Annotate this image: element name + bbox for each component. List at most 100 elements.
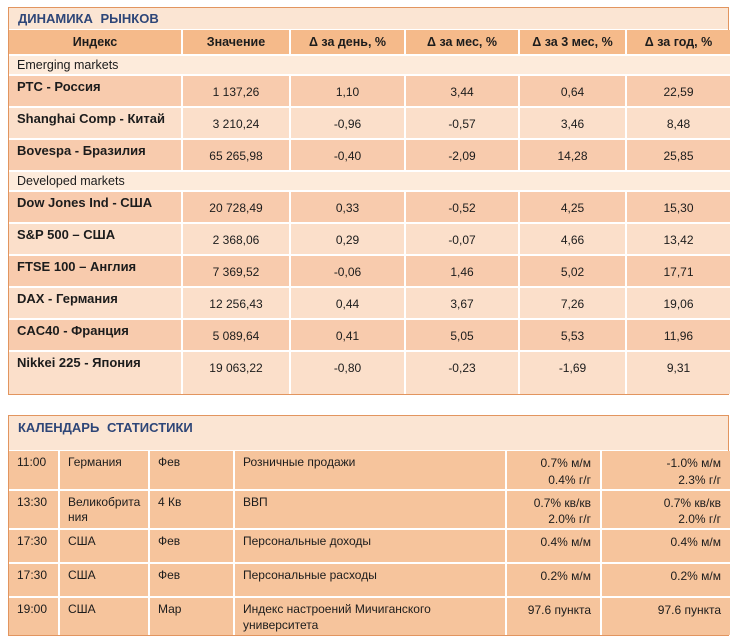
index-value-cell: 3,44 — [405, 75, 520, 108]
index-value-cell: -0,52 — [405, 191, 520, 224]
column-header-value: Значение — [182, 30, 291, 56]
country-cell: США — [59, 529, 150, 565]
index-value-cell: 19 063,22 — [182, 351, 291, 394]
time-cell: 13:30 — [9, 489, 60, 531]
calendar-row: 17:30 США Фев Персональные доходы 0.4% м/м 0.… — [9, 529, 730, 565]
index-value-cell: 13,42 — [626, 223, 730, 256]
index-value-cell: 5,05 — [405, 319, 520, 352]
market-dynamics-section: ДИНАМИКА РЫНКОВ Индекс Значение Δ за ден… — [8, 7, 730, 395]
index-value-cell: 22,59 — [626, 75, 730, 108]
previous-cell: 97.6 пункта — [601, 597, 730, 636]
index-value-cell: 5,53 — [519, 319, 627, 352]
index-value-cell: 25,85 — [626, 139, 730, 172]
previous-cell: -1.0% м/м 2.3% г/г — [601, 451, 730, 491]
column-header-delta-month: Δ за мес, % — [405, 30, 520, 56]
forecast-cell: 0.4% м/м — [506, 529, 602, 565]
index-value-cell: 15,30 — [626, 191, 730, 224]
index-value-cell: 0,29 — [290, 223, 406, 256]
country-cell: США — [59, 597, 150, 636]
index-value-cell: -0,40 — [290, 139, 406, 172]
column-header-delta-3month: Δ за 3 мес, % — [519, 30, 627, 56]
index-value-cell: 0,33 — [290, 191, 406, 224]
index-value-cell: 0,44 — [290, 287, 406, 320]
forecast-cell: 0.7% кв/кв 2.0% г/г — [506, 489, 602, 531]
index-value-cell: 65 265,98 — [182, 139, 291, 172]
index-value-cell: 2 368,06 — [182, 223, 291, 256]
index-value-cell: -1,69 — [519, 351, 627, 394]
index-value-cell: 1,10 — [290, 75, 406, 108]
market-dynamics-title: ДИНАМИКА РЫНКОВ — [9, 8, 728, 30]
index-name-cell: Nikkei 225 - Япония — [9, 351, 183, 394]
country-cell: США — [59, 563, 150, 599]
market-table-header: Индекс Значение Δ за день, % Δ за мес, %… — [9, 30, 730, 56]
header-row: Индекс Значение Δ за день, % Δ за мес, %… — [9, 30, 730, 56]
market-data-row: Nikkei 225 - Япония 19 063,22 -0,80 -0,23 -1… — [9, 351, 730, 394]
index-value-cell: 5,02 — [519, 255, 627, 288]
forecast-cell: 0.2% м/м — [506, 563, 602, 599]
index-name-cell: DAX - Германия — [9, 287, 183, 320]
market-section-row: Developed markets — [9, 171, 730, 192]
index-value-cell: -0,07 — [405, 223, 520, 256]
index-value-cell: 7 369,52 — [182, 255, 291, 288]
index-value-cell: 17,71 — [626, 255, 730, 288]
calendar-rows: 11:00 Германия Фев Розничные продажи 0.7% м/… — [9, 451, 730, 636]
market-data-row: DAX - Германия 12 256,43 0,44 3,67 7,26 19,06 — [9, 287, 730, 320]
index-value-cell: 0,41 — [290, 319, 406, 352]
index-value-cell: 4,66 — [519, 223, 627, 256]
market-data-row: РТС - Россия 1 137,26 1,10 3,44 0,64 22,59 — [9, 75, 730, 108]
forecast-cell: 97.6 пункта — [506, 597, 602, 636]
index-value-cell: 1,46 — [405, 255, 520, 288]
period-cell: Фев — [149, 563, 235, 599]
previous-cell: 0.4% м/м — [601, 529, 730, 565]
market-section-row: Emerging markets — [9, 55, 730, 76]
index-value-cell: 20 728,49 — [182, 191, 291, 224]
index-value-cell: 19,06 — [626, 287, 730, 320]
index-value-cell: -2,09 — [405, 139, 520, 172]
calendar-row: 11:00 Германия Фев Розничные продажи 0.7% м/… — [9, 451, 730, 491]
index-value-cell: 12 256,43 — [182, 287, 291, 320]
event-cell: Персональные расходы — [234, 563, 507, 599]
market-rows: Emerging markets РТС - Россия 1 137,26 1,10… — [9, 55, 730, 394]
time-cell: 17:30 — [9, 529, 60, 565]
index-value-cell: 5 089,64 — [182, 319, 291, 352]
market-dynamics-table: Индекс Значение Δ за день, % Δ за мес, %… — [9, 30, 730, 394]
market-data-row: Shanghai Comp - Китай 3 210,24 -0,96 -0,57 3… — [9, 107, 730, 140]
time-cell: 11:00 — [9, 451, 60, 491]
market-section-label: Developed markets — [9, 171, 730, 192]
period-cell: Фев — [149, 529, 235, 565]
index-value-cell: 3,67 — [405, 287, 520, 320]
index-name-cell: CAC40 - Франция — [9, 319, 183, 352]
time-cell: 19:00 — [9, 597, 60, 636]
index-value-cell: 8,48 — [626, 107, 730, 140]
event-cell: Персональные доходы — [234, 529, 507, 565]
index-value-cell: 0,64 — [519, 75, 627, 108]
column-header-index: Индекс — [9, 30, 183, 56]
index-value-cell: -0,23 — [405, 351, 520, 394]
period-cell: Мар — [149, 597, 235, 636]
event-cell: ВВП — [234, 489, 507, 531]
country-cell: Великобритания — [59, 489, 150, 531]
forecast-cell: 0.7% м/м 0.4% г/г — [506, 451, 602, 491]
period-cell: 4 Кв — [149, 489, 235, 531]
index-name-cell: Dow Jones Ind - США — [9, 191, 183, 224]
index-value-cell: 11,96 — [626, 319, 730, 352]
index-value-cell: 9,31 — [626, 351, 730, 394]
index-name-cell: FTSE 100 – Англия — [9, 255, 183, 288]
statistics-calendar-title: КАЛЕНДАРЬ СТАТИСТИКИ — [9, 416, 728, 451]
time-cell: 17:30 — [9, 563, 60, 599]
column-header-delta-day: Δ за день, % — [290, 30, 406, 56]
index-name-cell: S&P 500 – США — [9, 223, 183, 256]
statistics-calendar-section: КАЛЕНДАРЬ СТАТИСТИКИ 11:00 Германия Фев Роз… — [8, 415, 730, 637]
calendar-row: 19:00 США Мар Индекс настроений Мичиганског… — [9, 597, 730, 636]
index-name-cell: Bovespa - Бразилия — [9, 139, 183, 172]
statistics-calendar-table: 11:00 Германия Фев Розничные продажи 0.7% м/… — [9, 451, 730, 636]
market-section-label: Emerging markets — [9, 55, 730, 76]
calendar-row: 17:30 США Фев Персональные расходы 0.2% м/м 0… — [9, 563, 730, 599]
market-data-row: FTSE 100 – Англия 7 369,52 -0,06 1,46 5,02 17… — [9, 255, 730, 288]
calendar-row: 13:30 Великобритания 4 Кв ВВП 0.7% кв/кв 2.0… — [9, 489, 730, 531]
index-name-cell: Shanghai Comp - Китай — [9, 107, 183, 140]
market-data-row: S&P 500 – США 2 368,06 0,29 -0,07 4,66 13,42 — [9, 223, 730, 256]
market-data-row: Bovespa - Бразилия 65 265,98 -0,40 -2,09 14,… — [9, 139, 730, 172]
index-value-cell: 1 137,26 — [182, 75, 291, 108]
